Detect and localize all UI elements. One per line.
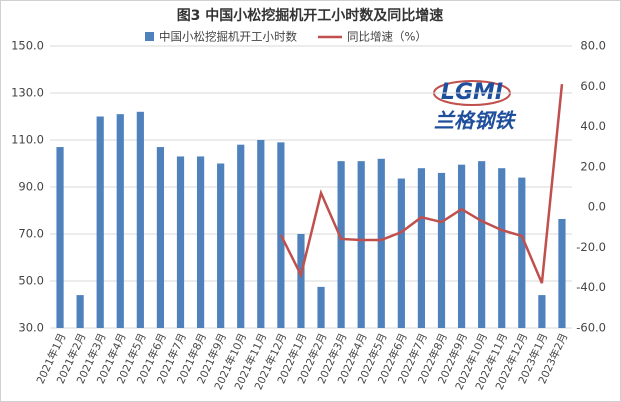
bar bbox=[417, 168, 426, 328]
legend-swatch bbox=[145, 32, 154, 41]
bar bbox=[397, 178, 405, 328]
bar bbox=[498, 168, 506, 328]
bar bbox=[377, 158, 385, 328]
chart-title: 图3 中国小松挖掘机开工小时数及同比增速 bbox=[177, 7, 444, 24]
bar bbox=[176, 156, 185, 328]
bar bbox=[156, 147, 165, 328]
bar bbox=[437, 172, 446, 328]
bar bbox=[96, 116, 104, 328]
y-tick-label: 50.0 bbox=[18, 274, 44, 288]
bar bbox=[116, 114, 124, 329]
bar bbox=[136, 111, 144, 328]
y-tick-label: 130.0 bbox=[11, 86, 44, 100]
bar bbox=[337, 161, 345, 328]
bar bbox=[538, 295, 546, 328]
bar bbox=[317, 286, 325, 328]
bar bbox=[478, 161, 486, 328]
legend-label: 中国小松挖掘机开工小时数 bbox=[159, 30, 297, 44]
y2-tick-label: 0.0 bbox=[588, 200, 606, 214]
bar bbox=[196, 156, 205, 328]
y-tick-label: 150.0 bbox=[11, 39, 44, 53]
y2-tick-label: 20.0 bbox=[580, 159, 606, 173]
bar bbox=[357, 161, 365, 328]
bar bbox=[217, 163, 225, 328]
bar bbox=[257, 140, 265, 328]
logo-name: 兰格钢铁 bbox=[434, 109, 517, 133]
y2-tick-label: -40.0 bbox=[576, 280, 606, 294]
bar bbox=[457, 164, 466, 328]
y-tick-label: 90.0 bbox=[18, 180, 44, 194]
y2-tick-label: -20.0 bbox=[576, 240, 606, 254]
bar bbox=[56, 147, 64, 328]
y-tick-label: 110.0 bbox=[11, 133, 44, 147]
y-tick-label: 70.0 bbox=[18, 227, 44, 241]
y2-tick-label: -60.0 bbox=[576, 321, 606, 335]
y-tick-label: 30.0 bbox=[18, 321, 44, 335]
bar bbox=[518, 177, 526, 328]
y2-tick-label: 60.0 bbox=[580, 79, 606, 93]
legend-label: 同比增速（%） bbox=[347, 30, 427, 44]
bar bbox=[237, 144, 245, 328]
bar bbox=[76, 295, 84, 328]
y2-tick-label: 40.0 bbox=[580, 119, 606, 133]
bar bbox=[297, 234, 305, 328]
bar bbox=[558, 218, 566, 328]
line-series bbox=[279, 83, 564, 284]
y2-tick-label: 80.0 bbox=[580, 39, 606, 53]
